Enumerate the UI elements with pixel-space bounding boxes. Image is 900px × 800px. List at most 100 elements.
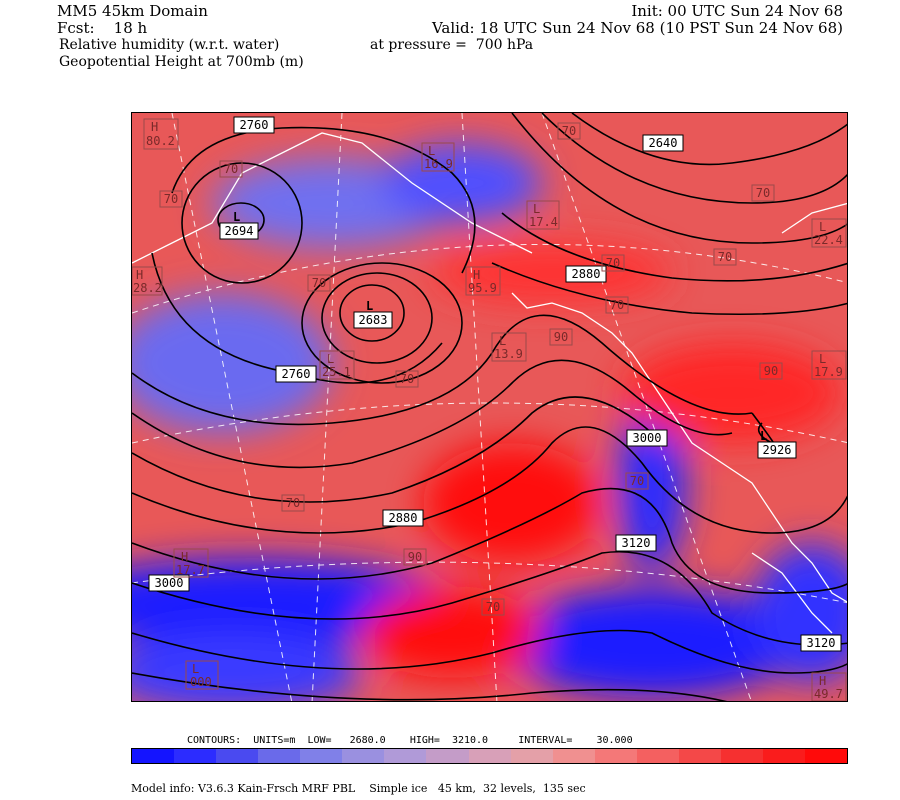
rh-contour-label-text: 70 [486,600,500,614]
rh-contour-label-text: 90 [554,330,568,344]
height-label-text: 3000 [155,576,184,590]
rh-contour-label-text: 70 [756,186,770,200]
rh-contour-label: 90 [759,362,783,380]
rh-extremum-letter: L [499,334,506,348]
rh-dry-west [132,293,332,433]
coastlines [132,132,847,634]
rh-contour-label: 70 [751,184,775,202]
rh-contour-label-text: 70 [164,192,178,206]
rh-extremum-value: 28.2 [133,281,162,295]
contour-3120 [132,551,847,646]
color-scale-swatch [678,749,721,763]
contour-w2 [132,359,733,469]
rh-extremum-letter: L [192,662,199,676]
contour-info-low: LOW= 2680.0 [307,735,386,746]
height-label-text: 3000 [633,431,662,445]
rh-extremum-value: 80.2 [146,134,175,148]
contour-info: CONTOURS: UNITS=m LOW= 2680.0 HIGH= 3210… [187,735,633,746]
color-scale-swatch [342,749,385,763]
rh-extremum-letter: L [819,352,826,366]
height-label-text: 2640 [649,136,678,150]
grid-lat-2 [132,402,847,444]
height-label: 3120 [615,534,657,552]
color-scale-swatch [216,749,259,763]
rh-contour-label-text: 70 [224,162,238,176]
rh-contour-label: 70 [625,472,649,490]
low-value: 2683 [359,313,388,327]
height-label: 2640 [642,134,684,152]
rh-contour-label-text: 90 [408,550,422,564]
rh-extremum: H28.2 [132,266,163,296]
contour-info-label: CONTOURS: [187,735,242,746]
height-label-text: 2880 [389,511,418,525]
rh-extremum: L22.4 [811,218,847,248]
coast-west-na [511,292,847,603]
height-label-text: 3120 [807,636,836,650]
rh-extremum: L17.9 [811,350,847,380]
grid-lon-1 [171,113,293,701]
rh-moist-tongue [362,588,542,678]
contour-info-high: HIGH= 3210.0 [409,735,489,746]
rh-extremum: H17.7 [173,548,209,578]
height-label: 2880 [565,265,607,283]
rh-dry-south [502,588,802,698]
color-scale-swatch [174,749,217,763]
height-label: 2760 [233,116,275,134]
rh-extremum: L13.9 [491,332,527,362]
rh-contour-label: 70 [219,160,243,178]
rh-extremum-letter: H [819,674,826,688]
rh-extremum-value: 95.9 [468,281,497,295]
rh-moist-band [432,243,672,303]
rh-contour-label-text: 70 [630,474,644,488]
rh-extremum-letter: L [428,144,435,158]
color-scale-swatch [258,749,301,763]
rh-contour-label-text: 70 [312,276,326,290]
rh-extremum-value: 22.4 [814,233,843,247]
height-contours [132,113,847,701]
rh-contour-label: 90 [403,548,427,566]
rh-extremum: H49.7 [811,672,847,701]
contour-3000 [132,426,847,534]
rh-moist-east [622,343,842,443]
contour-low2-inner [339,284,405,342]
height-label-group: 2760 2640 2880 2760 3000 2880 3120 3000 … [148,116,842,652]
color-scale-swatch [594,749,637,763]
rh-contour-label: 70 [307,274,331,292]
color-scale-swatch [426,749,469,763]
rh-extremum-value: 49.7 [814,687,843,701]
rh-contour-label-text: 70 [606,256,620,270]
coast-alaska [132,132,533,264]
rh-extremum-value: 17.9 [814,365,843,379]
rh-contour-label: 70 [557,122,581,140]
rh-contour-label-text: 70 [400,372,414,386]
rh-extremum-value: 17.7 [176,563,205,577]
contour-2760-north [171,126,476,274]
rh-contour-label-text: 90 [764,364,778,378]
field-name-rh: Relative humidity (w.r.t. water) [59,37,280,53]
rh-contour-label: 70 [159,190,183,208]
color-scale-swatch [384,749,427,763]
height-label: 3000 [148,574,190,592]
rh-extremum-letter: H [136,268,143,282]
low-letter: L [760,429,767,443]
rh-extremum-value: 17.4 [529,215,558,229]
rh-contour-label: 70 [481,598,505,616]
rh-extremum-value: 25.1 [322,365,351,379]
contour-s4 [132,672,727,701]
color-scale-swatch [552,749,595,763]
rh-contour-label-text: 70 [610,298,624,312]
map-panel: 2760 2640 2880 2760 3000 2880 3120 3000 … [131,112,848,702]
rh-moist-core [422,443,602,563]
rh-extremum: H95.9 [465,266,501,296]
contour-low2-ring2 [321,272,433,364]
color-scale-bar [131,748,848,764]
low-value: 2926 [763,443,792,457]
contour-n3 [511,113,847,244]
color-scale-swatch [636,749,679,763]
low-letter: L [233,210,240,224]
contour-n5 [491,262,847,316]
rh-contour-label: 90 [549,328,573,346]
color-scale-swatch [805,749,848,763]
height-label-text: 2760 [240,118,269,132]
